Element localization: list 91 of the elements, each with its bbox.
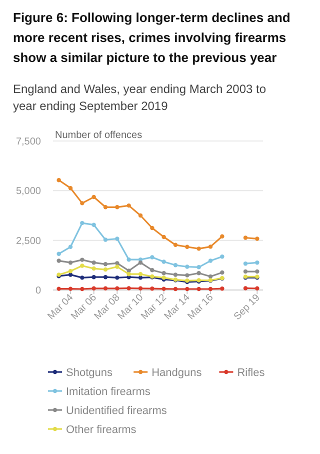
- point: [103, 205, 108, 210]
- point: [255, 260, 260, 265]
- point: [126, 257, 131, 262]
- point: [68, 186, 73, 190]
- point: [196, 246, 201, 251]
- point: [92, 286, 96, 291]
- point: [103, 274, 108, 280]
- point: [115, 236, 120, 241]
- point: [115, 264, 120, 269]
- y-tick-label: 7,500: [16, 136, 42, 148]
- point: [243, 261, 248, 266]
- point: [138, 286, 143, 291]
- y-tick-label: 2,500: [16, 236, 42, 247]
- point: [80, 276, 84, 280]
- point: [150, 268, 154, 272]
- point: [126, 272, 131, 276]
- point: [56, 252, 61, 256]
- point: [80, 201, 84, 206]
- legend-label: Imitation firearms: [66, 386, 151, 398]
- point: [162, 271, 166, 276]
- point: [138, 272, 143, 276]
- point: [255, 236, 260, 241]
- legend-label: Handguns: [152, 366, 202, 379]
- point: [92, 274, 96, 280]
- point: [103, 238, 108, 242]
- point: [68, 260, 73, 265]
- point: [80, 258, 84, 262]
- point: [162, 234, 166, 240]
- point: [138, 213, 143, 218]
- point: [208, 258, 213, 263]
- point: [80, 220, 84, 226]
- point: [68, 272, 73, 277]
- point: [173, 242, 178, 248]
- point: [56, 286, 61, 291]
- point: [56, 178, 61, 182]
- point: [115, 286, 120, 291]
- point: [150, 226, 154, 230]
- point: [80, 264, 84, 268]
- point: [103, 262, 108, 266]
- point: [162, 260, 166, 264]
- point: [220, 286, 224, 291]
- point: [220, 234, 224, 238]
- point: [126, 286, 131, 290]
- point: [255, 286, 260, 291]
- legend-label: Unidentified firearms: [66, 404, 168, 417]
- point: [92, 260, 96, 265]
- point: [138, 276, 143, 280]
- point: [115, 276, 120, 280]
- point: [126, 203, 131, 208]
- point: [208, 286, 213, 292]
- point: [162, 286, 166, 291]
- point: [173, 263, 178, 268]
- point: [185, 244, 190, 249]
- point: [68, 244, 73, 249]
- point: [208, 244, 213, 249]
- point: [243, 286, 248, 290]
- point: [243, 236, 248, 240]
- point: [103, 286, 108, 291]
- legend-label: Other firearms: [66, 424, 137, 436]
- point: [196, 286, 201, 292]
- point: [173, 286, 178, 292]
- chart-title: Figure 6: Following longer-term declines and more recent rises, crimes involving firearms show a similar picture to the previous year: [13, 10, 290, 65]
- point: [243, 269, 248, 274]
- point: [115, 205, 120, 210]
- point: [150, 255, 154, 260]
- point: [185, 273, 190, 278]
- legend-label: Rifles: [237, 366, 266, 379]
- point: [150, 286, 154, 291]
- x-tick-label: Sep 19: [232, 292, 263, 323]
- point: [92, 194, 96, 200]
- point: [80, 286, 84, 292]
- point: [92, 222, 96, 227]
- point: [185, 286, 190, 292]
- point: [185, 264, 190, 269]
- point: [138, 260, 143, 265]
- point: [68, 286, 73, 291]
- point: [173, 272, 178, 277]
- point: [56, 258, 61, 263]
- y-axis-title: Number of offences: [55, 130, 142, 141]
- point: [220, 254, 224, 259]
- point: [68, 269, 73, 274]
- point: [196, 265, 201, 270]
- point: [103, 267, 108, 272]
- point: [220, 270, 224, 275]
- y-tick-label: 5,000: [16, 186, 42, 198]
- point: [196, 271, 201, 276]
- chart-subtitle: England and Wales, year ending March 2003 to year ending September 2019: [13, 82, 266, 113]
- point: [92, 266, 96, 271]
- y-tick-label: 0: [35, 286, 42, 296]
- legend-label: Shotguns: [66, 366, 113, 379]
- point: [255, 269, 260, 274]
